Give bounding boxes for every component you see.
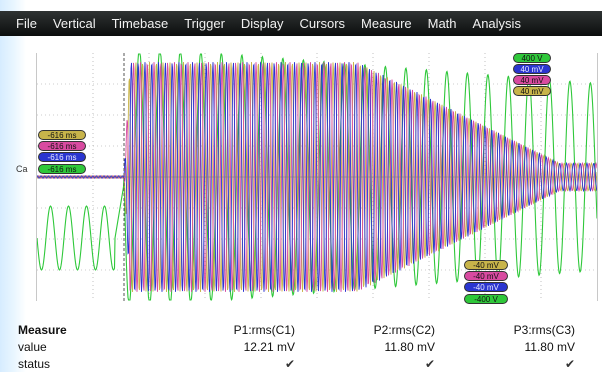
top-right-tag-2-text: 40 mV [520,65,544,74]
bottom-right-tag-4[interactable]: -400 V [464,294,508,304]
top-right-tag-3-text: 40 mV [520,76,544,85]
menu-file[interactable]: File [16,16,37,31]
measure-header: Measure [18,323,67,337]
left-cursor-tag-2-text: -616 ms [47,142,77,151]
bottom-right-tag-1-text: -40 mV [473,261,499,270]
waveform-display[interactable] [36,53,598,301]
bottom-right-tag-3-text: -40 mV [473,283,499,292]
bottom-right-tag-2[interactable]: -40 mV [464,271,508,281]
trace-pink [37,62,597,292]
measure-col-1-value: 12.21 mV [243,340,295,354]
status-check-icon: ✔ [564,357,575,371]
channel-offset-label[interactable]: Ca [16,164,28,174]
measure-table: Measure P1:rms(C1) P2:rms(C2) P3:rms(C3)… [0,320,602,372]
left-cursor-tag-1-text: -616 ms [47,131,77,140]
measure-status-row: status ✔ ✔ ✔ [0,356,602,372]
top-right-tag-2[interactable]: 40 mV [513,64,551,74]
bottom-right-tag-1[interactable]: -40 mV [464,260,508,270]
top-right-tag-1-text: 400 V [521,54,543,63]
menu-bar: File Vertical Timebase Trigger Display C… [0,11,602,36]
bottom-right-tag-2-text: -40 mV [473,272,499,281]
measure-col-2-value: 11.80 mV [384,340,435,354]
left-cursor-tag-1[interactable]: -616 ms [38,130,86,140]
menu-timebase[interactable]: Timebase [111,16,169,31]
top-right-tag-1[interactable]: 400 V [513,53,551,63]
menu-math[interactable]: Math [427,16,457,31]
measure-col-1-name[interactable]: P1:rms(C1) [233,323,295,337]
left-cursor-tag-3-text: -616 ms [47,153,77,162]
measure-header-row: Measure P1:rms(C1) P2:rms(C2) P3:rms(C3) [0,322,602,338]
measure-col-2-name[interactable]: P2:rms(C2) [373,323,435,337]
top-right-tag-4-text: 40 mV [520,87,544,96]
measure-value-row: value 12.21 mV 11.80 mV 11.80 mV [0,339,602,355]
measure-value-label: value [18,340,47,354]
menu-measure[interactable]: Measure [361,16,412,31]
menu-analysis[interactable]: Analysis [472,16,521,31]
waveform-canvas [37,53,597,301]
left-cursor-tag-4-text: -616 ms [47,165,77,174]
bottom-right-tag-4-text: -400 V [474,295,498,304]
left-cursor-tag-3[interactable]: -616 ms [38,152,86,162]
bottom-right-tag-3[interactable]: -40 mV [464,282,508,292]
left-cursor-tag-2[interactable]: -616 ms [38,141,86,151]
status-check-icon: ✔ [424,357,435,371]
menu-trigger[interactable]: Trigger [184,16,225,31]
measure-col-3-value: 11.80 mV [524,340,575,354]
status-check-icon: ✔ [284,357,295,371]
measure-col-3-name[interactable]: P3:rms(C3) [513,323,575,337]
left-cursor-tag-4[interactable]: -616 ms [38,164,86,174]
menu-vertical[interactable]: Vertical [52,16,96,31]
menu-display[interactable]: Display [240,16,284,31]
menu-cursors[interactable]: Cursors [299,16,346,31]
measure-status-label: status [18,357,51,371]
top-right-tag-4[interactable]: 40 mV [513,86,551,96]
top-right-tag-3[interactable]: 40 mV [513,75,551,85]
